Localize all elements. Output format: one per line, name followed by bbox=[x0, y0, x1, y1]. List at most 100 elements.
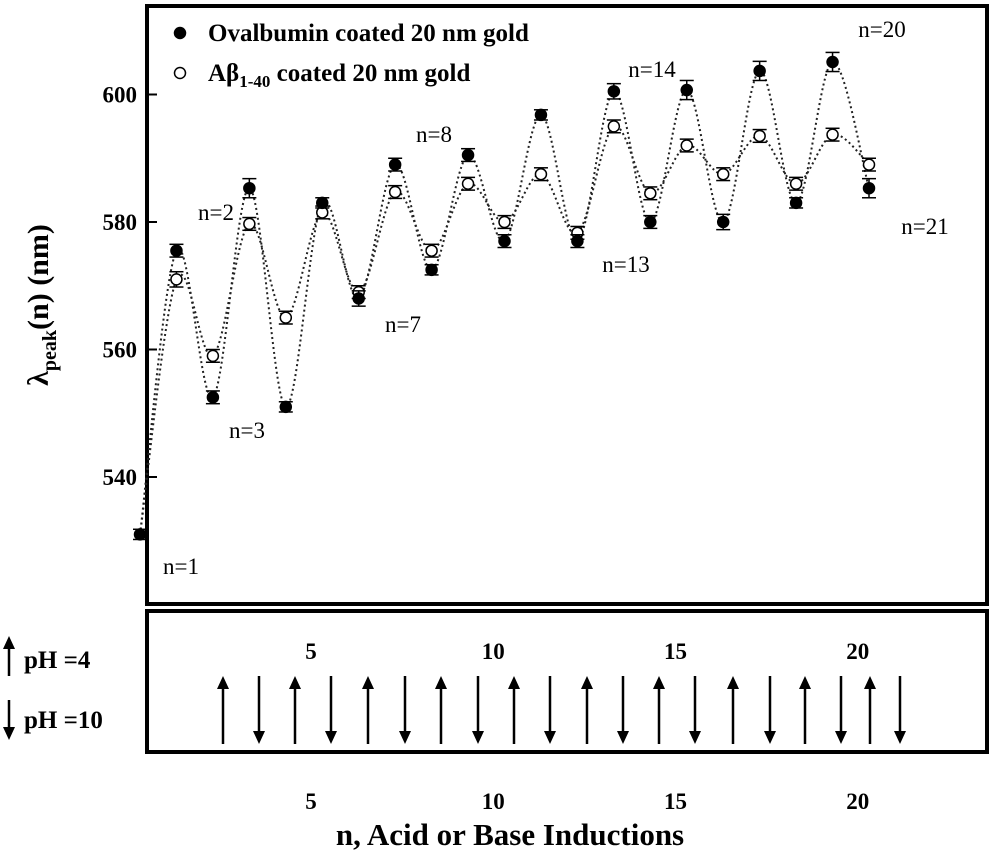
abeta-point bbox=[388, 185, 402, 199]
base-down-arrow bbox=[835, 676, 847, 744]
legend-ovalbumin-marker bbox=[173, 26, 187, 40]
ovalbumin-point bbox=[644, 215, 657, 229]
annotation-label: n=13 bbox=[602, 252, 649, 277]
ovalbumin-point bbox=[498, 234, 511, 248]
acid-up-arrow-head bbox=[217, 676, 229, 689]
acid-up-arrow-head bbox=[289, 676, 301, 689]
ovalbumin-point bbox=[680, 83, 693, 97]
base-down-arrow bbox=[544, 676, 556, 744]
base-down-arrow-head bbox=[472, 731, 484, 744]
abeta-point bbox=[644, 187, 657, 200]
ph10-legend-label: pH =10 bbox=[24, 707, 103, 734]
ph4-legend-label: pH =4 bbox=[24, 647, 91, 674]
acid-up-arrow bbox=[435, 676, 447, 744]
base-down-arrow bbox=[325, 676, 337, 744]
abeta-point bbox=[498, 215, 511, 229]
ovalbumin-point bbox=[789, 196, 803, 210]
legend-ovalbumin-label: Ovalbumin coated 20 nm gold bbox=[208, 20, 529, 47]
base-down-arrow bbox=[617, 676, 629, 744]
abeta-point bbox=[716, 167, 730, 181]
legend-abeta-rest: coated 20 nm gold bbox=[270, 60, 470, 87]
abeta-point bbox=[206, 349, 220, 363]
ph10-legend-arrow-head bbox=[3, 727, 15, 740]
ph4-legend-arrow-head bbox=[3, 636, 15, 649]
ph-panel-tick-label: 5 bbox=[305, 639, 317, 664]
base-down-arrow bbox=[472, 676, 484, 744]
ovalbumin-point bbox=[279, 400, 293, 414]
ovalbumin-point bbox=[716, 215, 730, 229]
base-down-arrow-head bbox=[617, 731, 629, 744]
ovalbumin-point bbox=[826, 55, 839, 69]
annotation-label: n=2 bbox=[198, 200, 234, 225]
abeta-point bbox=[753, 129, 766, 143]
ovalbumin-point bbox=[607, 85, 621, 98]
ph-panel-tick-label: 10 bbox=[482, 639, 505, 664]
acid-up-arrow bbox=[581, 676, 593, 744]
annotation-label: n=21 bbox=[901, 214, 948, 239]
acid-up-arrow bbox=[362, 676, 374, 744]
y-axis-label-sub: peak bbox=[39, 329, 61, 371]
acid-up-arrow-head bbox=[799, 676, 811, 689]
base-down-arrow-head bbox=[835, 731, 847, 744]
acid-up-arrow-head bbox=[581, 676, 593, 689]
abeta-point bbox=[534, 167, 548, 181]
base-down-arrow bbox=[399, 676, 411, 744]
base-down-arrow-head bbox=[894, 731, 906, 744]
acid-up-arrow bbox=[508, 676, 520, 744]
y-tick-label: 600 bbox=[103, 83, 138, 108]
ovalbumin-point bbox=[316, 196, 329, 210]
ovalbumin-point bbox=[534, 108, 548, 122]
annotation-label: n=14 bbox=[628, 57, 676, 82]
annotation-label: n=20 bbox=[858, 17, 905, 42]
ovalbumin-point bbox=[352, 292, 365, 305]
annotation-label: n=7 bbox=[385, 312, 421, 337]
ph10-legend-arrow bbox=[3, 700, 15, 740]
x-axis-label: n, Acid or Base Inductions bbox=[336, 817, 684, 852]
base-down-arrow bbox=[764, 676, 776, 744]
abeta-point bbox=[789, 177, 803, 190]
legend-abeta-marker bbox=[173, 66, 187, 80]
base-down-arrow-head bbox=[689, 731, 701, 744]
ph4-legend-arrow bbox=[3, 636, 15, 676]
ovalbumin-point bbox=[206, 391, 220, 404]
acid-up-arrow-head bbox=[864, 676, 876, 689]
ovalbumin-point bbox=[571, 234, 584, 248]
annotation-label: n=1 bbox=[163, 554, 199, 579]
abeta-point bbox=[243, 217, 256, 231]
abeta-point bbox=[680, 139, 693, 152]
x-tick-label: 20 bbox=[846, 789, 869, 814]
abeta-point bbox=[862, 158, 876, 171]
x-tick-label: 5 bbox=[305, 789, 317, 814]
abeta-point bbox=[826, 128, 839, 141]
ph-panel-tick-label: 15 bbox=[664, 639, 687, 664]
annotation-label: n=3 bbox=[229, 418, 265, 443]
acid-up-arrow bbox=[217, 676, 229, 744]
base-down-arrow bbox=[253, 676, 265, 744]
legend-abeta-main: Aβ bbox=[208, 60, 239, 87]
acid-up-arrow-head bbox=[653, 676, 665, 689]
acid-up-arrow-head bbox=[508, 676, 520, 689]
acid-up-arrow-head bbox=[727, 676, 739, 689]
acid-up-arrow-head bbox=[362, 676, 374, 689]
base-down-arrow bbox=[689, 676, 701, 744]
ovalbumin-point bbox=[243, 181, 256, 195]
base-down-arrow-head bbox=[399, 731, 411, 744]
plot-frame bbox=[145, 4, 989, 606]
base-down-arrow bbox=[894, 676, 906, 744]
acid-up-arrow bbox=[653, 676, 665, 744]
y-tick-label: 540 bbox=[103, 465, 138, 490]
abeta-point bbox=[425, 244, 438, 257]
ovalbumin-point bbox=[425, 263, 438, 277]
x-tick-label: 15 bbox=[664, 789, 687, 814]
ph-panel-tick-label: 20 bbox=[846, 639, 869, 664]
y-axis-label-rest: (n) (nm) bbox=[22, 224, 55, 330]
annotation-label: n=8 bbox=[416, 122, 452, 147]
acid-up-arrow bbox=[799, 676, 811, 744]
ovalbumin-point bbox=[862, 181, 876, 195]
y-tick-label: 560 bbox=[103, 338, 138, 363]
ph-panel-frame bbox=[145, 609, 989, 754]
y-axis-label-main: λ bbox=[22, 371, 55, 386]
abeta-point bbox=[170, 273, 183, 286]
legend-abeta-label: Aβ1-40 coated 20 nm gold bbox=[208, 60, 471, 91]
